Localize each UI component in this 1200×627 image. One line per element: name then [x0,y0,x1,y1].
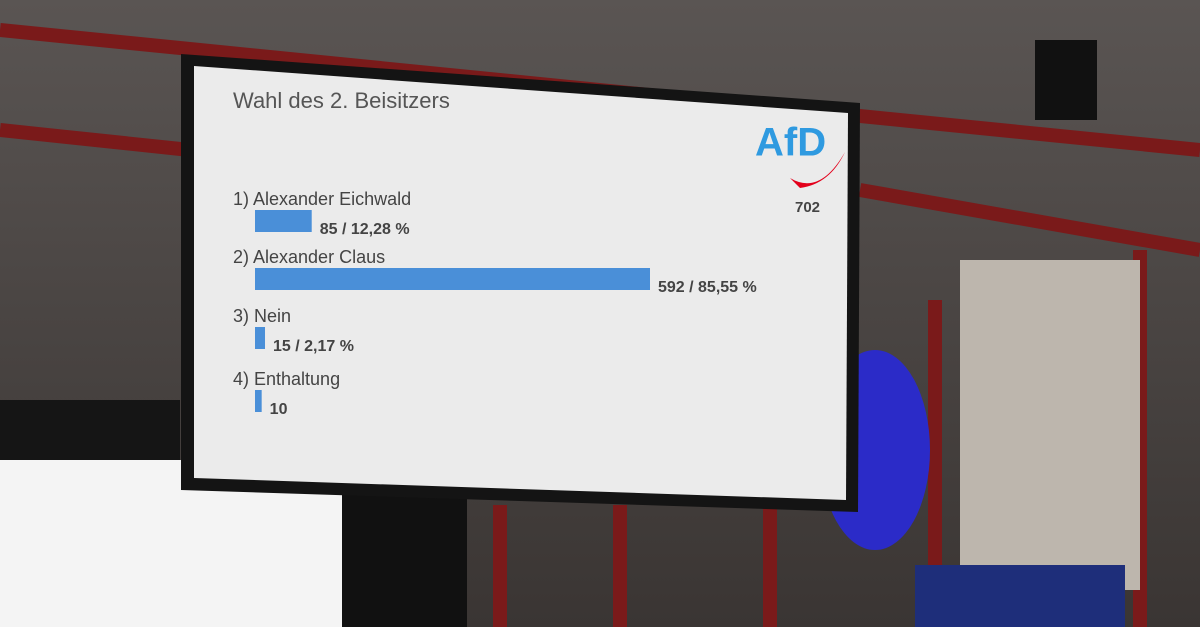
bar [255,327,266,349]
bar [255,268,650,290]
category-label: 2) Alexander Claus [233,247,385,267]
pillar [342,495,467,627]
value-label: 85 / 12,28 % [320,221,410,238]
wall [960,260,1140,590]
screen-content: Wahl des 2. Beisitzers AfD 702 1) Alexander… [233,88,845,418]
value-label: 10 [270,401,288,418]
badge: 702 [795,199,820,216]
speaker [1035,40,1097,120]
category-label: 1) Alexander Eichwald [233,189,411,209]
bar [255,390,262,412]
curtain [915,565,1125,627]
truss [0,400,180,460]
value-label: 592 / 85,55 % [658,279,757,296]
category-label: 4) Enthaltung [233,369,340,389]
logo: AfD [755,121,826,165]
chart-title: Wahl des 2. Beisitzers [233,88,450,113]
bar [255,210,312,232]
category-label: 3) Nein [233,306,291,326]
value-label: 15 / 2,17 % [273,338,354,355]
